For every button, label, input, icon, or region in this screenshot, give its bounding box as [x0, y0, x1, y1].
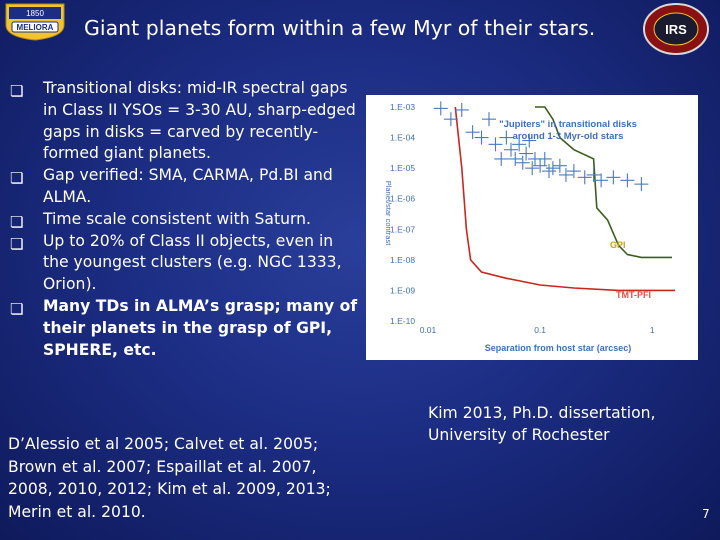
jupiter-data-point	[504, 142, 519, 157]
logo-irs-text: IRS	[665, 22, 687, 37]
bullet-item: ❏ Many TDs in ALMA’s grasp; many of their…	[10, 296, 362, 361]
jupiter-data-point	[586, 167, 601, 182]
references-text: D’Alessio et al 2005; Calvet et al. 2005…	[8, 435, 331, 521]
jupiter-data-point	[522, 133, 537, 148]
jupiter-data-point	[558, 167, 573, 182]
jupiter-data-point	[454, 102, 469, 117]
x-tick-label: 1	[650, 325, 655, 335]
jupiter-data-point	[566, 164, 581, 179]
jupiter-data-point	[482, 112, 497, 127]
bullet-text: Up to 20% of Class II objects, even in t…	[43, 231, 342, 294]
y-tick-label: 1.E-09	[390, 285, 415, 295]
checkbox-bullet-icon: ❏	[10, 169, 24, 188]
jupiter-data-point	[488, 137, 503, 152]
y-tick-label: 1.E-03	[390, 102, 415, 112]
jupiter-data-point	[606, 170, 621, 185]
figure-caption: Kim 2013, Ph.D. dissertation, University…	[428, 404, 656, 444]
y-tick-label: 1.E-10	[390, 316, 415, 326]
bullet-item: ❏ Up to 20% of Class II objects, even in …	[10, 231, 362, 296]
irs-logo: IRS	[642, 2, 710, 56]
jupiter-data-point	[433, 101, 448, 116]
jupiter-data-point	[508, 151, 523, 166]
page-number: 7	[702, 507, 710, 521]
jupiter-data-point	[634, 177, 649, 192]
checkbox-bullet-icon: ❏	[10, 82, 24, 100]
jupiter-data-point	[577, 170, 592, 185]
chart-annotation-line2: around 1-3 Myr-old stars	[513, 131, 624, 142]
y-tick-label: 1.E-08	[390, 255, 415, 265]
x-tick-label: 0.1	[534, 325, 546, 335]
y-tick-label: 1.E-05	[390, 163, 415, 173]
bullet-text: Transitional disks: mid-IR spectral gaps…	[43, 79, 356, 163]
contrast-chart-svg: 1.E-03 1.E-04 1.E-05 1.E-06 1.E-07 1.E-08 1.E-…	[384, 101, 676, 353]
chart-annotation: "Jupiters" in transitional disks	[499, 119, 637, 130]
bullet-text: Time scale consistent with Saturn.	[43, 209, 311, 228]
jupiter-data-point	[494, 151, 509, 166]
jupiter-data-point	[512, 137, 527, 152]
jupiter-data-point	[474, 130, 489, 145]
y-tick-label: 1.E-06	[390, 194, 415, 204]
jupiter-data-point	[542, 164, 557, 179]
logo-motto: MELIORA	[17, 23, 54, 32]
tmt-pfi-label: TMT-PFI	[616, 290, 651, 300]
jupiter-data-point	[443, 112, 458, 127]
y-tick-label: 1.E-07	[390, 224, 415, 234]
bullet-text: Gap verified: SMA, CARMA, Pd.BI and ALMA…	[43, 166, 333, 206]
contrast-chart: 1.E-03 1.E-04 1.E-05 1.E-06 1.E-07 1.E-08 1.E-…	[366, 95, 698, 360]
jupiter-data-point	[537, 151, 552, 166]
slide-title: Giant planets form within a few Myr of t…	[84, 16, 596, 40]
bullet-item: ❏ Transitional disks: mid-IR spectral gap…	[10, 78, 362, 165]
jupiter-data-point	[594, 173, 609, 188]
checkbox-bullet-icon: ❏	[10, 234, 24, 253]
logo-year: 1850	[26, 9, 44, 18]
tmt-pfi-curve	[454, 106, 676, 292]
jupiter-data-point	[519, 146, 534, 161]
gpi-curve	[535, 106, 672, 259]
bullet-item: ❏ Time scale consistent with Saturn.	[10, 209, 362, 231]
jupiter-data-point	[525, 161, 540, 176]
bullet-text: Many TDs in ALMA’s grasp; many of their …	[43, 296, 358, 359]
jupiter-data-point	[465, 125, 480, 140]
checkbox-bullet-icon: ❏	[10, 299, 24, 318]
university-logo: 1850 MELIORA	[4, 3, 66, 41]
chart-y-axis-label: Planet/star contrast	[384, 181, 393, 247]
jupiter-data-point	[552, 158, 567, 173]
x-tick-label: 0.01	[420, 325, 437, 335]
checkbox-bullet-icon: ❏	[10, 212, 24, 231]
jupiter-data-point	[545, 161, 560, 176]
jupiter-data-point	[515, 155, 530, 170]
jupiter-data-point	[620, 173, 635, 188]
gpi-label: GPI	[610, 240, 626, 250]
bullet-item: ❏ Gap verified: SMA, CARMA, Pd.BI and ALM…	[10, 165, 362, 209]
jupiter-data-point	[499, 130, 514, 145]
y-tick-label: 1.E-04	[390, 133, 415, 143]
bullet-list: ❏ Transitional disks: mid-IR spectral gap…	[10, 78, 362, 361]
chart-x-axis-label: Separation from host star (arcsec)	[485, 343, 632, 353]
